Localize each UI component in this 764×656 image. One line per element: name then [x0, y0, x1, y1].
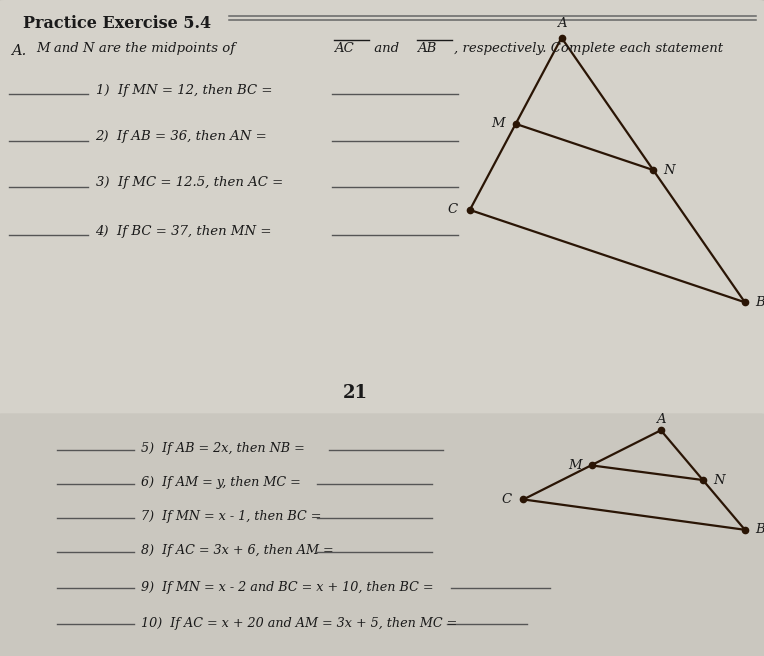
Text: 7)  If MN = x - 1, then BC =: 7) If MN = x - 1, then BC = [141, 510, 322, 523]
Text: 5)  If AB = 2x, then NB =: 5) If AB = 2x, then NB = [141, 442, 305, 455]
Text: A: A [557, 17, 566, 30]
Text: C: C [501, 493, 511, 506]
Text: Practice Exercise 5.4: Practice Exercise 5.4 [23, 14, 211, 31]
Text: AC: AC [334, 42, 354, 55]
FancyBboxPatch shape [0, 0, 764, 422]
Text: , respectively. Complete each statement: , respectively. Complete each statement [454, 42, 723, 55]
Text: 9)  If MN = x - 2 and BC = x + 10, then BC =: 9) If MN = x - 2 and BC = x + 10, then B… [141, 581, 434, 594]
Text: 3)  If MC = 12.5, then AC =: 3) If MC = 12.5, then AC = [96, 176, 283, 190]
Text: and: and [370, 42, 403, 55]
Text: M and N are the midpoints of: M and N are the midpoints of [37, 42, 240, 55]
Text: 6)  If AM = y, then MC =: 6) If AM = y, then MC = [141, 476, 301, 489]
Text: AB: AB [417, 42, 436, 55]
Text: 4)  If BC = 37, then MN =: 4) If BC = 37, then MN = [96, 224, 272, 237]
Text: 1)  If MN = 12, then BC =: 1) If MN = 12, then BC = [96, 84, 272, 97]
Text: 8)  If AC = 3x + 6, then AM =: 8) If AC = 3x + 6, then AM = [141, 544, 334, 558]
Text: A.: A. [11, 44, 27, 58]
Text: 2)  If AB = 36, then AN =: 2) If AB = 36, then AN = [96, 130, 267, 143]
Text: A: A [656, 413, 665, 426]
Text: C: C [448, 203, 458, 216]
Text: 10)  If AC = x + 20 and AM = 3x + 5, then MC =: 10) If AC = x + 20 and AM = 3x + 5, then… [141, 617, 458, 630]
Text: M: M [568, 459, 581, 472]
Text: N: N [713, 474, 724, 487]
Text: B: B [756, 523, 764, 537]
FancyBboxPatch shape [0, 413, 764, 656]
Text: 21: 21 [343, 384, 367, 402]
Text: B: B [756, 296, 764, 309]
Text: N: N [663, 163, 675, 176]
Text: M: M [491, 117, 505, 131]
